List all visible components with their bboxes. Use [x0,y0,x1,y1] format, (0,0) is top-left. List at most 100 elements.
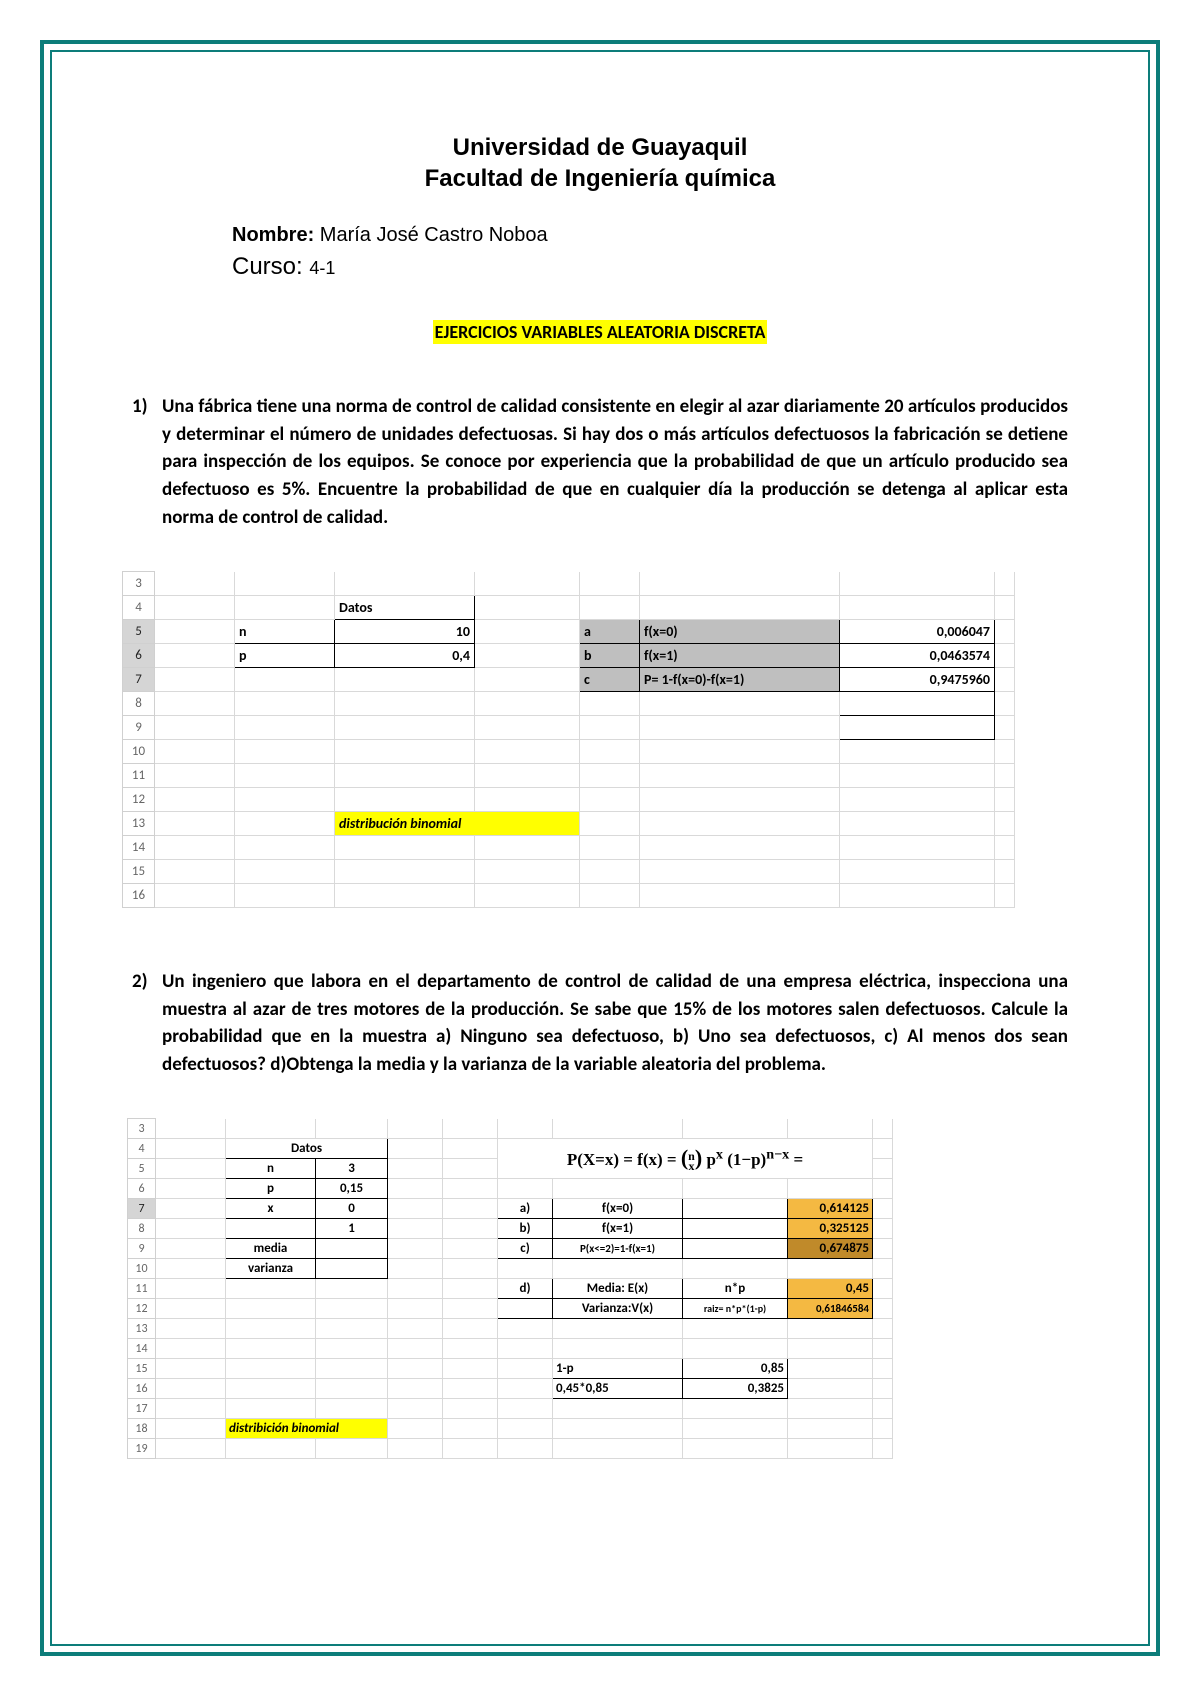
d-fx: Media: E(x) [553,1279,683,1299]
course-value: 4-1 [309,258,335,278]
row-header: 9 [128,1239,156,1259]
row-header: 6 [128,1179,156,1199]
problem-2-num: 2) [132,968,162,996]
row-header: 18 [128,1419,156,1439]
fc-label: P= 1-f(x=0)-f(x=1) [640,668,840,692]
row-header: 7 [123,668,155,692]
p-label: p [226,1179,316,1199]
row-header: 8 [128,1219,156,1239]
problem-1-text: Una fábrica tiene una norma de control d… [162,393,1068,531]
e-v: 0,61846584 [788,1299,873,1319]
c-label: c [580,668,640,692]
problem-2: 2) Un ingeniero que labora en el departa… [132,968,1068,1078]
c-fx: P(x<=2)=1-f(x=1) [553,1239,683,1259]
row-header: 11 [123,764,155,788]
row-header: 10 [128,1259,156,1279]
row-header: 14 [123,836,155,860]
dist-label-2: distribición binomial [226,1419,388,1439]
row-header: 13 [123,812,155,836]
problem-1: 1) Una fábrica tiene una norma de contro… [132,393,1068,531]
formula: P(X=x) = f(x) = (nx) px (1−p)n−x = [498,1139,873,1179]
row-header: 8 [123,692,155,716]
row-header: 5 [128,1159,156,1179]
p-value: 0,4 [335,644,475,668]
row-header: 4 [123,596,155,620]
row-header: 16 [123,884,155,908]
outer-frame: Universidad de Guayaquil Facultad de Ing… [40,40,1160,1656]
datos-label: Datos [335,596,475,620]
row-header: 3 [128,1119,156,1139]
x0: 0 [316,1199,388,1219]
prod-v: 0,3825 [683,1379,788,1399]
row-header: 5 [123,620,155,644]
sheet-2: 3 4 Datos P(X=x) = f(x) = (nx) px (1−p)n… [127,1118,893,1459]
d-v: 0,45 [788,1279,873,1299]
row-header: 12 [128,1299,156,1319]
row-header: 17 [128,1399,156,1419]
problem-2-text: Un ingeniero que labora en el departamen… [162,968,1068,1078]
datos-label: Datos [226,1139,388,1159]
row-header: 6 [123,644,155,668]
d-form: n*p [683,1279,788,1299]
row-header: 9 [123,716,155,740]
course-row: Curso: 4-1 [232,253,1068,281]
row-header: 13 [128,1319,156,1339]
student-name-row: Nombre: María José Castro Noboa [232,224,1068,247]
row-header: 14 [128,1339,156,1359]
row-header: 4 [128,1139,156,1159]
row-header: 15 [123,860,155,884]
row-header: 15 [128,1359,156,1379]
b-v: 0,325125 [788,1219,873,1239]
fc-value: 0,9475960 [840,668,995,692]
b-label: b [580,644,640,668]
heading: Universidad de Guayaquil Facultad de Ing… [132,132,1068,194]
section-title: EJERCICIOS VARIABLES ALEATORIA DISCRETA [132,321,1068,343]
name-value: María José Castro Noboa [320,224,548,246]
row-header: 10 [123,740,155,764]
sheet-1: 3 4 Datos 5 n 10 a f(x=0) 0,0 [122,571,1015,908]
page: Universidad de Guayaquil Facultad de Ing… [0,0,1200,1696]
b-lbl: b) [498,1219,553,1239]
fa-value: 0,006047 [840,620,995,644]
oneminus: 1-p [553,1359,683,1379]
p-label: p [235,644,335,668]
e-fx: Varianza:V(x) [553,1299,683,1319]
n-value: 10 [335,620,475,644]
n-value: 3 [316,1159,388,1179]
row-header: 12 [123,788,155,812]
section-title-text: EJERCICIOS VARIABLES ALEATORIA DISCRETA [433,320,768,344]
c-lbl: c) [498,1239,553,1259]
problem-1-num: 1) [132,393,162,421]
a-v: 0,614125 [788,1199,873,1219]
a-label: a [580,620,640,644]
x1: 1 [316,1219,388,1239]
media-label: media [226,1239,316,1259]
b-fx: f(x=1) [553,1219,683,1239]
e-form: raiz= n*p*(1-p) [683,1299,788,1319]
var-label: varianza [226,1259,316,1279]
row-header: 7 [128,1199,156,1219]
x-label: x [226,1199,316,1219]
row-header: 11 [128,1279,156,1299]
university-name: Universidad de Guayaquil [132,132,1068,163]
c-v: 0,674875 [788,1239,873,1259]
fa-label: f(x=0) [640,620,840,644]
n-label: n [235,620,335,644]
oneminus-v: 0,85 [683,1359,788,1379]
fb-label: f(x=1) [640,644,840,668]
n-label: n [226,1159,316,1179]
inner-frame: Universidad de Guayaquil Facultad de Ing… [50,50,1150,1646]
fb-value: 0,0463574 [840,644,995,668]
d-lbl: d) [498,1279,553,1299]
row-header: 16 [128,1379,156,1399]
row-header: 3 [123,572,155,596]
course-label: Curso: [232,253,303,280]
name-label: Nombre: [232,224,314,246]
row-header: 19 [128,1439,156,1459]
dist-label: distribución binomial [335,812,580,836]
faculty-name: Facultad de Ingeniería química [132,163,1068,194]
a-fx: f(x=0) [553,1199,683,1219]
prod: 0,45*0,85 [553,1379,683,1399]
a-lbl: a) [498,1199,553,1219]
p-value: 0,15 [316,1179,388,1199]
